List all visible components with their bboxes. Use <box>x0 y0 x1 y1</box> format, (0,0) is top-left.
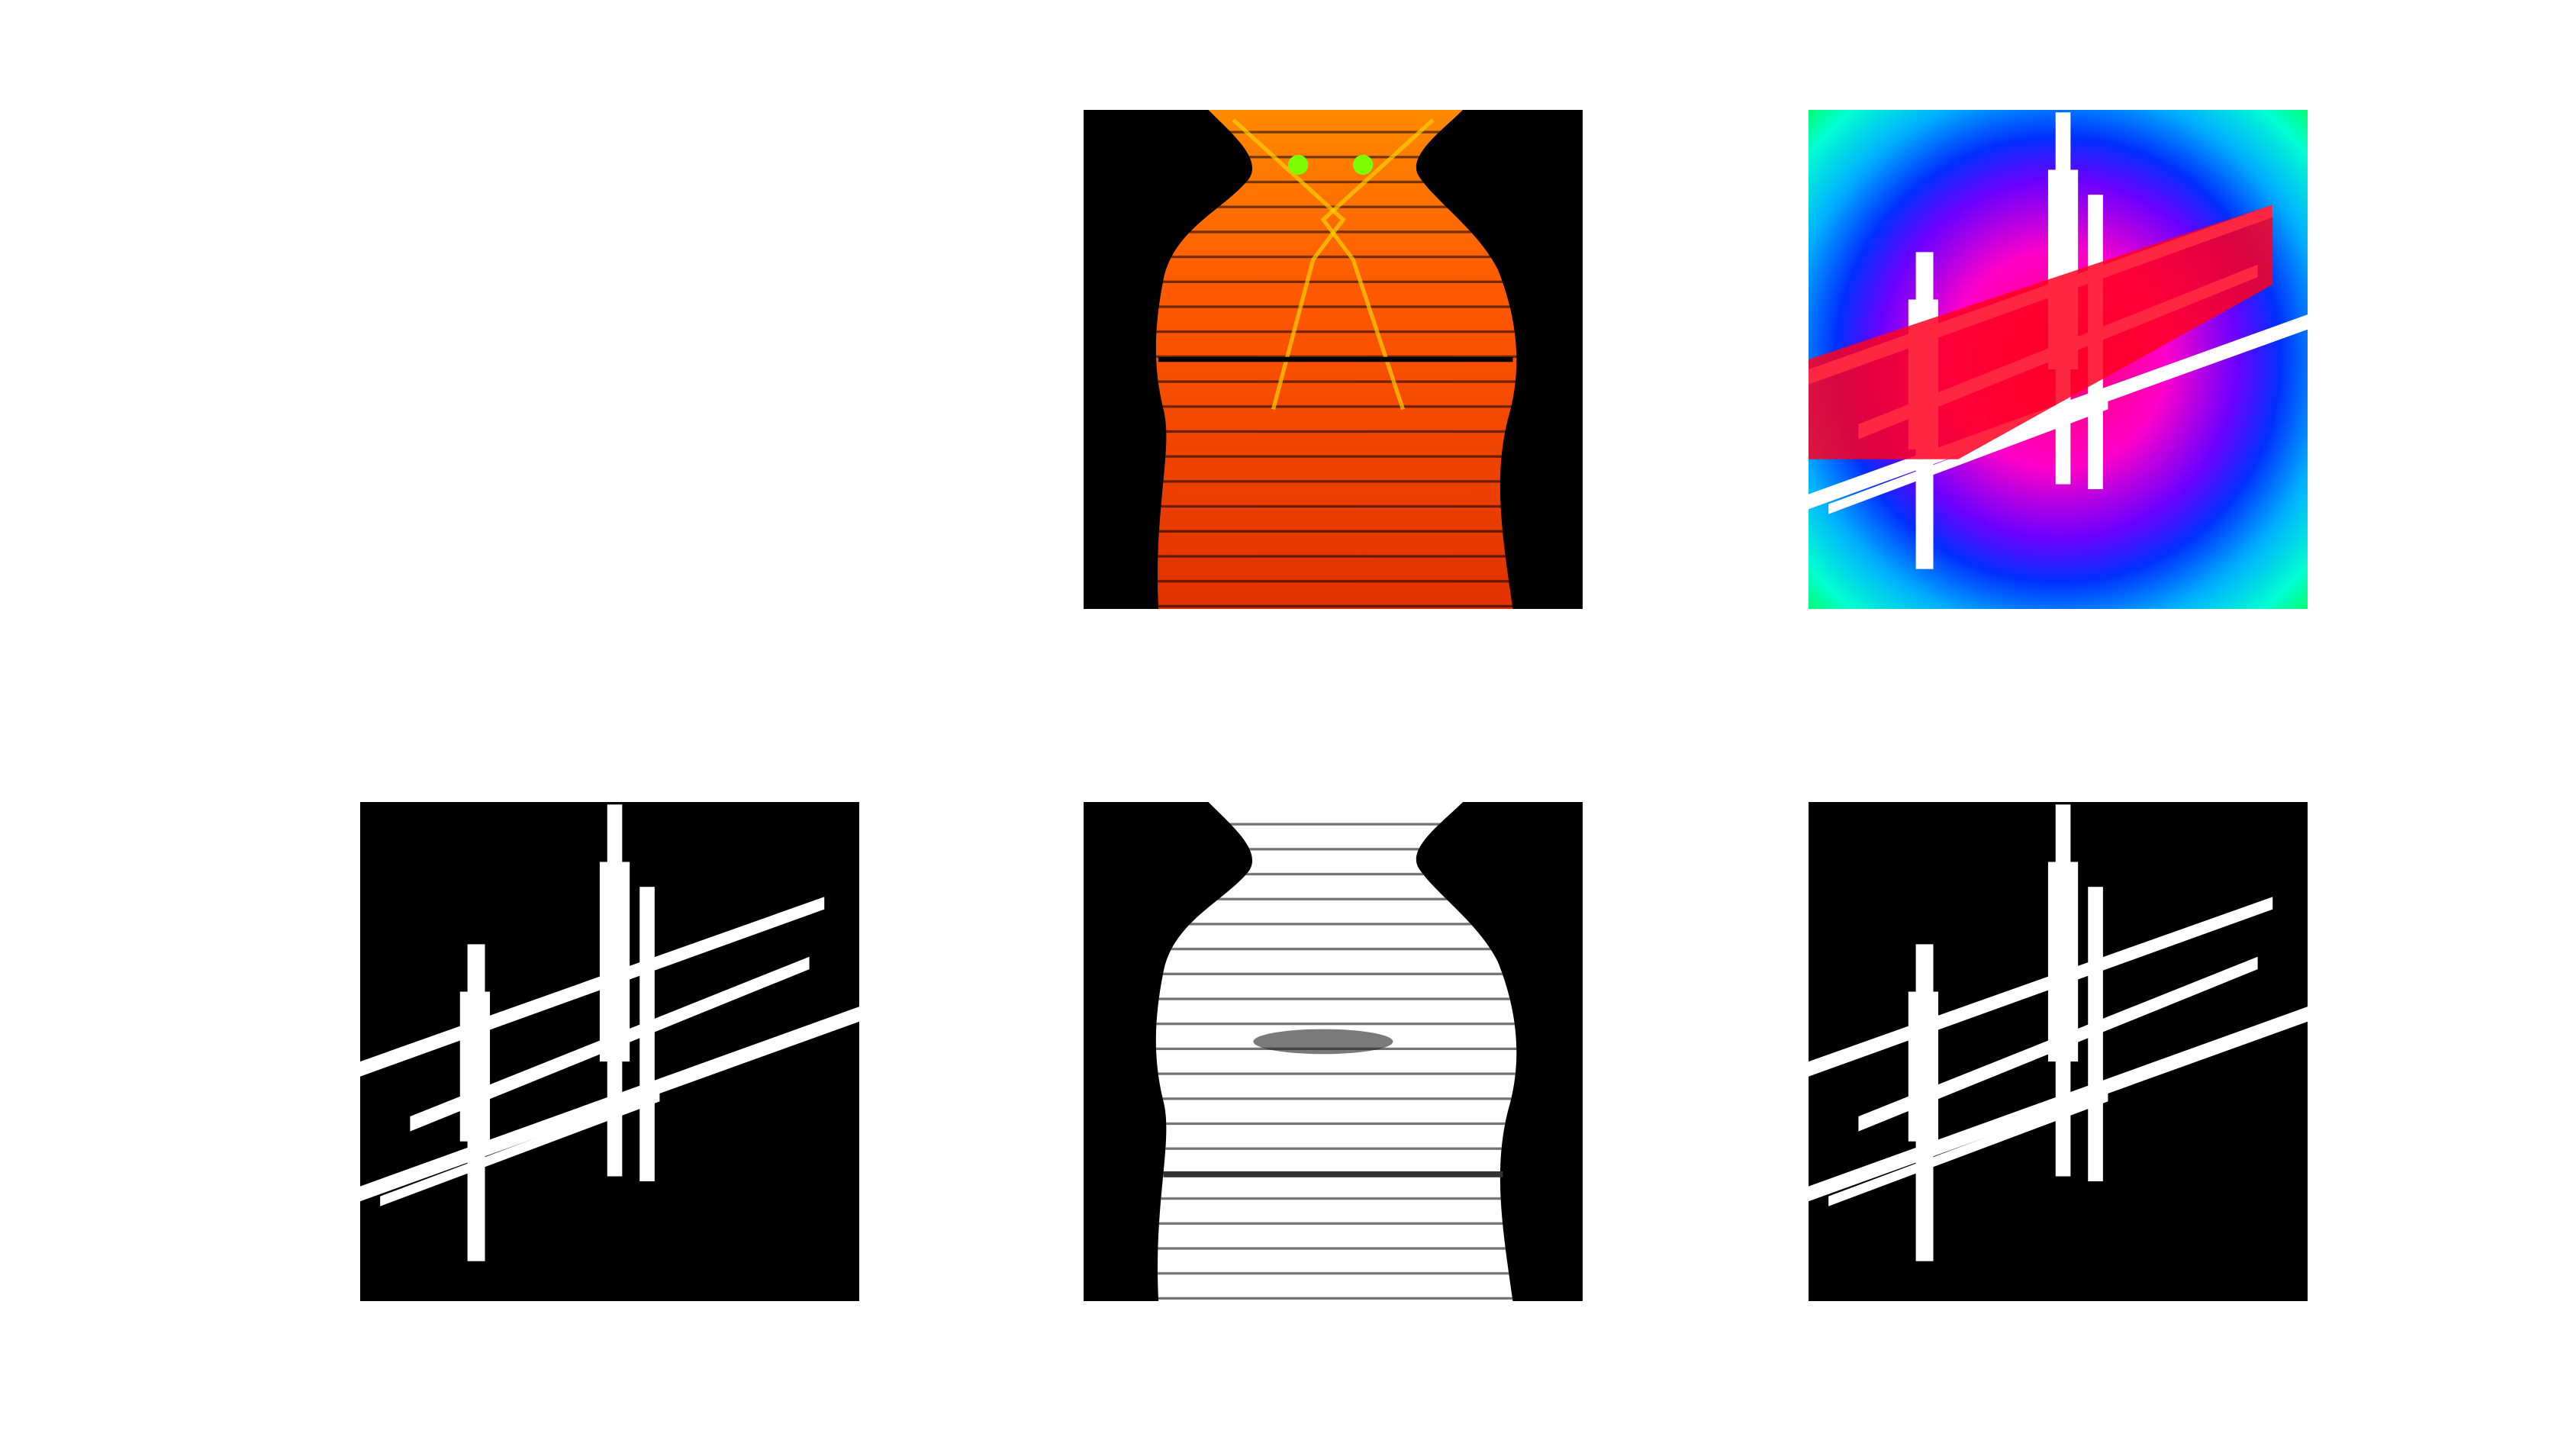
result-mask-panel <box>1809 802 2308 1301</box>
binary-mask-panel <box>360 802 859 1301</box>
highlight-spot <box>1288 154 1309 176</box>
dark-line <box>1158 356 1513 362</box>
bright-trace <box>1232 118 1346 411</box>
bright-trace <box>1320 118 1435 411</box>
dark-band <box>1253 1029 1393 1055</box>
overlay-fill <box>1809 205 2273 459</box>
highlight-spot <box>1353 154 1374 176</box>
binary-sinogram-panel <box>1084 802 1583 1301</box>
red-overlay <box>1809 112 2308 569</box>
sinogram-heat-panel <box>1084 110 1583 609</box>
hsv-overlay-panel <box>1809 110 2308 609</box>
dark-line <box>1163 1171 1503 1177</box>
